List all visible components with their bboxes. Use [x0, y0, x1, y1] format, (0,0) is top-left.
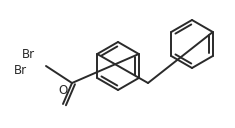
Text: O: O: [58, 84, 68, 97]
Text: Br: Br: [14, 65, 27, 77]
Text: Br: Br: [22, 49, 35, 61]
